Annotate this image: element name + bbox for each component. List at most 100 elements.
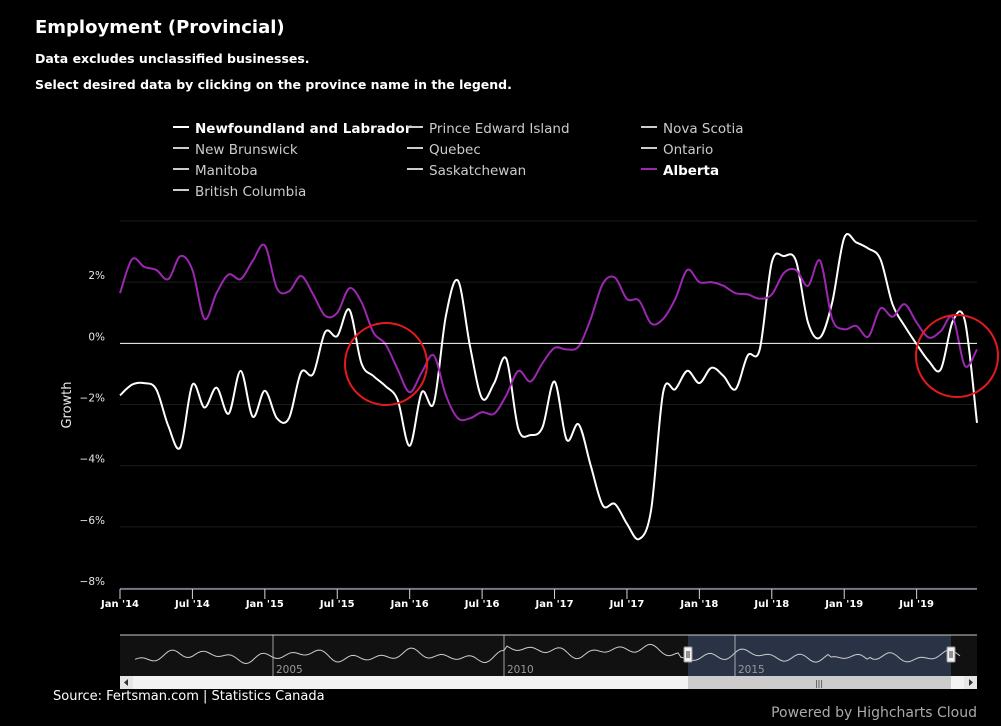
legend-item-newfoundland-and-labrador[interactable]: Newfoundland and Labrador: [173, 121, 412, 137]
data-point[interactable]: [732, 385, 740, 393]
data-point[interactable]: [611, 500, 619, 508]
data-point[interactable]: [502, 391, 510, 399]
data-point[interactable]: [659, 315, 667, 323]
data-point[interactable]: [876, 255, 884, 263]
data-point[interactable]: [538, 423, 546, 431]
navigator-handle[interactable]: [683, 646, 693, 663]
data-point[interactable]: [623, 520, 631, 528]
data-point[interactable]: [792, 257, 800, 265]
data-point[interactable]: [514, 367, 522, 375]
data-point[interactable]: [285, 414, 293, 422]
data-point[interactable]: [901, 300, 909, 308]
data-point[interactable]: [913, 319, 921, 327]
data-point[interactable]: [140, 263, 148, 271]
data-point[interactable]: [200, 315, 208, 323]
data-point[interactable]: [587, 315, 595, 323]
data-point[interactable]: [273, 414, 281, 422]
data-point[interactable]: [116, 289, 124, 297]
legend-item-saskatchewan[interactable]: Saskatchewan: [407, 163, 526, 179]
data-point[interactable]: [333, 332, 341, 340]
data-point[interactable]: [116, 391, 124, 399]
data-point[interactable]: [816, 257, 824, 265]
data-point[interactable]: [273, 284, 281, 292]
navigator-handle[interactable]: [946, 646, 956, 663]
data-point[interactable]: [128, 255, 136, 263]
data-point[interactable]: [200, 404, 208, 412]
data-point[interactable]: [430, 352, 438, 360]
data-point[interactable]: [152, 266, 160, 274]
data-point[interactable]: [237, 275, 245, 283]
data-point[interactable]: [213, 384, 221, 392]
data-point[interactable]: [382, 340, 390, 348]
data-point[interactable]: [804, 282, 812, 290]
data-point[interactable]: [225, 410, 233, 418]
legend-item-quebec[interactable]: Quebec: [407, 142, 481, 158]
data-point[interactable]: [635, 535, 643, 543]
data-point[interactable]: [249, 413, 257, 421]
data-point[interactable]: [478, 408, 486, 416]
legend-item-manitoba[interactable]: Manitoba: [173, 163, 258, 179]
data-point[interactable]: [937, 327, 945, 335]
data-point[interactable]: [357, 298, 365, 306]
data-point[interactable]: [128, 381, 136, 389]
data-point[interactable]: [526, 431, 534, 439]
data-point[interactable]: [382, 382, 390, 390]
data-point[interactable]: [937, 365, 945, 373]
legend-item-ontario[interactable]: Ontario: [641, 142, 713, 158]
data-point[interactable]: [430, 399, 438, 407]
data-point[interactable]: [864, 333, 872, 341]
data-point[interactable]: [587, 462, 595, 470]
data-point[interactable]: [599, 501, 607, 509]
data-point[interactable]: [961, 362, 969, 370]
data-point[interactable]: [647, 319, 655, 327]
data-point[interactable]: [176, 252, 184, 260]
data-point[interactable]: [889, 313, 897, 321]
data-point[interactable]: [575, 420, 583, 428]
data-point[interactable]: [442, 312, 450, 320]
data-point[interactable]: [454, 414, 462, 422]
data-point[interactable]: [925, 334, 933, 342]
data-point[interactable]: [321, 312, 329, 320]
data-point[interactable]: [442, 391, 450, 399]
data-point[interactable]: [176, 443, 184, 451]
data-point[interactable]: [261, 241, 269, 249]
data-point[interactable]: [611, 274, 619, 282]
data-point[interactable]: [780, 269, 788, 277]
data-point[interactable]: [345, 284, 353, 292]
data-point[interactable]: [394, 365, 402, 373]
data-point[interactable]: [683, 367, 691, 375]
data-point[interactable]: [333, 309, 341, 317]
data-point[interactable]: [925, 357, 933, 365]
series-line-newfoundland-and-labrador[interactable]: [119, 233, 978, 541]
data-point[interactable]: [768, 258, 776, 266]
data-point[interactable]: [780, 252, 788, 260]
data-point[interactable]: [695, 278, 703, 286]
data-point[interactable]: [490, 410, 498, 418]
data-point[interactable]: [526, 378, 534, 386]
data-point[interactable]: [816, 334, 824, 342]
legend-item-prince-edward-island[interactable]: Prince Edward Island: [407, 121, 570, 137]
data-point[interactable]: [502, 355, 510, 363]
data-point[interactable]: [744, 352, 752, 360]
data-point[interactable]: [369, 372, 377, 380]
data-point[interactable]: [732, 289, 740, 297]
credits-link[interactable]: Powered by Highcharts Cloud: [771, 705, 977, 721]
data-point[interactable]: [707, 278, 715, 286]
data-point[interactable]: [478, 394, 486, 402]
data-point[interactable]: [514, 425, 522, 433]
data-point[interactable]: [213, 289, 221, 297]
data-point[interactable]: [225, 271, 233, 279]
data-point[interactable]: [635, 297, 643, 305]
data-point[interactable]: [345, 306, 353, 314]
data-point[interactable]: [285, 287, 293, 295]
data-point[interactable]: [659, 388, 667, 396]
data-point[interactable]: [973, 419, 981, 427]
data-point[interactable]: [756, 345, 764, 353]
legend-item-alberta[interactable]: Alberta: [641, 163, 719, 179]
data-point[interactable]: [756, 295, 764, 303]
data-point[interactable]: [671, 385, 679, 393]
data-point[interactable]: [551, 378, 559, 386]
data-point[interactable]: [551, 344, 559, 352]
scrollbar-thumb[interactable]: [688, 676, 951, 689]
data-point[interactable]: [768, 290, 776, 298]
